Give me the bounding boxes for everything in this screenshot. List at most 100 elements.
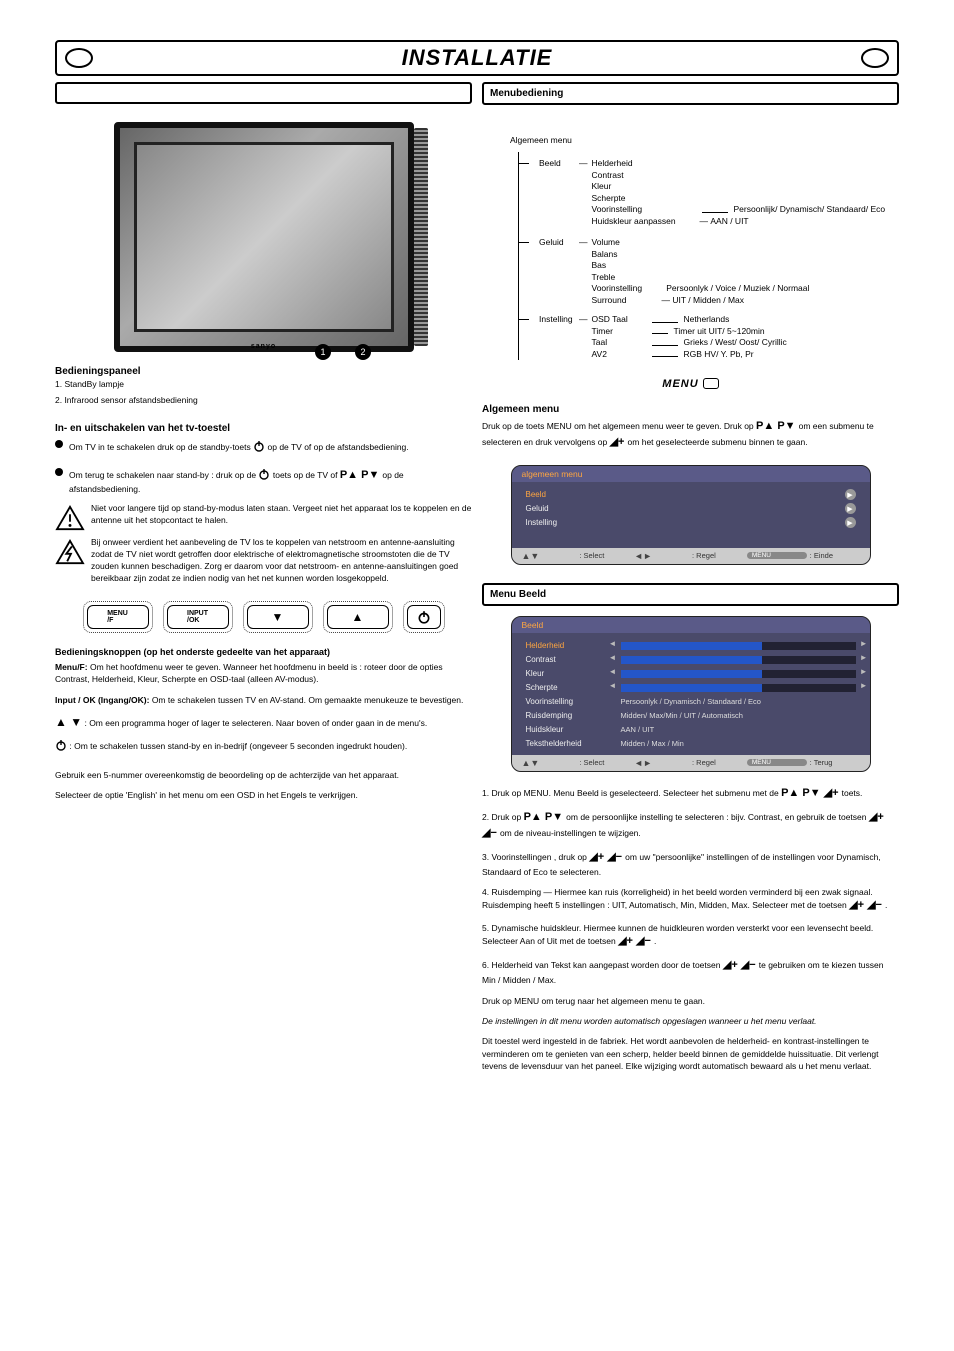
- left-column: sanyo 1 2 Bedieningspaneel 1. StandBy la…: [55, 82, 472, 1076]
- right-box-heading: Menubediening: [482, 82, 899, 105]
- bp2a: 2. Druk op: [482, 812, 521, 822]
- tree-key: Huidskleur aanpassen: [592, 216, 700, 227]
- tree-connector: [652, 345, 678, 346]
- tree-level1: Beeld — Helderheid Contrast Kleur Scherp…: [518, 152, 889, 360]
- osd-slider[interactable]: [621, 684, 856, 692]
- osd1-wrap: algemeen menu Beeld▶ Geluid▶ Instelling▶…: [482, 455, 899, 575]
- tree-beeld: Beeld — Helderheid Contrast Kleur Scherp…: [519, 158, 889, 227]
- input-ok-button[interactable]: INPUT /OK: [167, 605, 229, 629]
- standby-icon: [55, 739, 67, 754]
- down-icon: ▼: [248, 606, 308, 628]
- beeld-step2: 2. Druk op P▲ P▼ om de persoonlijke inst…: [482, 806, 899, 846]
- beeld-step3: 3. Voorinstellingen , druk op ◢+ ◢− om u…: [482, 846, 899, 882]
- osd1-item[interactable]: Geluid: [526, 504, 621, 513]
- tree-val: Persoonlyk / Voice / Muziek / Normaal: [666, 283, 809, 294]
- tree-row: Voorinstelling Persoonlyk / Voice / Muzi…: [592, 283, 810, 294]
- tree-val: Persoonlijk/ Dynamisch/ Standaard/ Eco: [734, 204, 886, 215]
- tree-root: Algemeen menu: [510, 135, 889, 146]
- osd2-val: Persoonlyk / Dynamisch / Standaard / Eco: [621, 697, 856, 706]
- foot-regel-label: : Regel: [692, 551, 747, 560]
- beeld-note: De instellingen in dit menu worden autom…: [482, 1011, 899, 1031]
- tree-key: Voorinstelling: [592, 283, 662, 294]
- callout-badge-1: 1: [315, 344, 331, 360]
- tree-row: AV2RGB HV/ Y. Pb, Pr: [592, 349, 787, 360]
- osd1-item[interactable]: Beeld: [526, 490, 621, 499]
- tree-connector: —: [579, 237, 588, 306]
- standby-lamp-label: 1. StandBy lampje: [55, 377, 472, 393]
- down-button[interactable]: ▼: [247, 605, 309, 629]
- header-ornament-left: [65, 48, 93, 68]
- input-button-label: INPUT /OK: [168, 606, 228, 628]
- algemeen-para: Druk op de toets MENU om het algemeen me…: [482, 415, 899, 455]
- osd2-body: Helderheid Contrast Kleur Scherpte Voori…: [512, 633, 870, 755]
- bullet-1: Om TV in te schakelen druk op de standby…: [55, 438, 472, 458]
- beeld-step6: 6. Helderheid van Tekst kan aangepast wo…: [482, 954, 899, 990]
- tree-item: Contrast: [592, 170, 886, 181]
- alg-p1c: om het geselecteerde submenu binnen te g…: [628, 437, 808, 447]
- alg-p1a: Druk op de toets MENU om het algemeen me…: [482, 421, 754, 431]
- osd-slider[interactable]: [621, 656, 856, 664]
- tree-connector: [702, 212, 728, 213]
- tree-item: Helderheid: [592, 158, 886, 169]
- menu-f-label: Menu/F:: [55, 662, 88, 672]
- osd1-row: Instelling▶: [526, 516, 856, 530]
- tree-geluid: Geluid — Volume Balans Bas Treble Voorin…: [519, 237, 889, 306]
- bp2c: om de niveau-instellingen te wijzigen.: [500, 828, 641, 838]
- tv-illustration: sanyo: [114, 122, 414, 352]
- left-box-heading: [55, 82, 472, 104]
- page-header: INSTALLATIE: [55, 40, 899, 76]
- standby-button[interactable]: [407, 605, 441, 629]
- osd-slider[interactable]: [621, 642, 856, 650]
- menu-button-outer: MENU /F: [83, 601, 153, 633]
- warning-2: Bij onweer verdient het aanbeveling de T…: [55, 535, 472, 587]
- osd-foot-select: ▲▼: Select: [522, 551, 635, 561]
- tree-item: Volume: [592, 237, 810, 248]
- osd2-lbl[interactable]: Teksthelderheid: [526, 739, 621, 748]
- tree-geluid-label: Geluid: [533, 237, 579, 306]
- vol-plus-minus-icon: ◢+ ◢−: [723, 959, 759, 971]
- beeld-box-heading: Menu Beeld: [482, 583, 899, 606]
- tv-illustration-wrap: sanyo 1 2: [55, 104, 472, 362]
- updown-icon: ▲▼: [522, 758, 577, 768]
- algemeen-heading: Algemeen menu: [482, 396, 899, 415]
- menu-key-illustration: MENU: [482, 372, 899, 396]
- vol-plus-icon: ◢+: [824, 787, 842, 799]
- osd-beeld-menu: Beeld Helderheid Contrast Kleur Scherpte…: [511, 616, 871, 772]
- standby-button-outer: [403, 601, 445, 633]
- standby-icon: [408, 606, 440, 628]
- tree-instelling-label: Instelling: [533, 314, 579, 360]
- control-buttons-row: MENU /F INPUT /OK ▼ ▲: [55, 587, 472, 647]
- vol-plus-icon: ◢+: [610, 436, 628, 448]
- tv-brand-label: sanyo: [251, 343, 276, 350]
- osd2-lbl[interactable]: Kleur: [526, 669, 621, 678]
- menu-key-label: MENU: [662, 378, 698, 390]
- tree-item: Treble: [592, 272, 810, 283]
- tree-connector: [652, 356, 678, 357]
- osd2-lbl[interactable]: Voorinstelling: [526, 697, 621, 706]
- osd2-row: Scherpte: [526, 681, 856, 695]
- osd2-row: HuidskleurAAN / UIT: [526, 723, 856, 737]
- bullet-dot: [55, 440, 63, 448]
- osd2-row: Kleur: [526, 667, 856, 681]
- foot-terug-label: : Terug: [810, 758, 860, 767]
- osd2-lbl[interactable]: Helderheid: [526, 641, 621, 650]
- english-note: Selecteer de optie 'English' in het menu…: [55, 785, 472, 805]
- up-button[interactable]: ▲: [327, 605, 389, 629]
- osd2-lbl[interactable]: Ruisdemping: [526, 711, 621, 720]
- tree-key: Surround: [592, 295, 662, 306]
- tree-val: Timer uit UIT/ 5~120min: [674, 326, 765, 337]
- osd1-item[interactable]: Instelling: [526, 518, 621, 527]
- p-up-down-icon: P▲ P▼: [524, 811, 567, 823]
- osd2-lbl[interactable]: Huidskleur: [526, 725, 621, 734]
- foot-regel-label: : Regel: [692, 758, 747, 767]
- p-up-down-icon: P▲ P▼: [781, 787, 824, 799]
- tree-val: Netherlands: [684, 314, 730, 325]
- tree-connector: [519, 319, 529, 360]
- bullet-1b: op de TV of op de afstandsbediening.: [268, 442, 409, 452]
- menu-button-label: MENU /F: [88, 606, 148, 628]
- osd2-footer: ▲▼: Select ◄►: Regel MENU: Terug: [512, 755, 870, 771]
- osd-slider[interactable]: [621, 670, 856, 678]
- menu-button[interactable]: MENU /F: [87, 605, 149, 629]
- osd2-lbl[interactable]: Contrast: [526, 655, 621, 664]
- osd2-lbl[interactable]: Scherpte: [526, 683, 621, 692]
